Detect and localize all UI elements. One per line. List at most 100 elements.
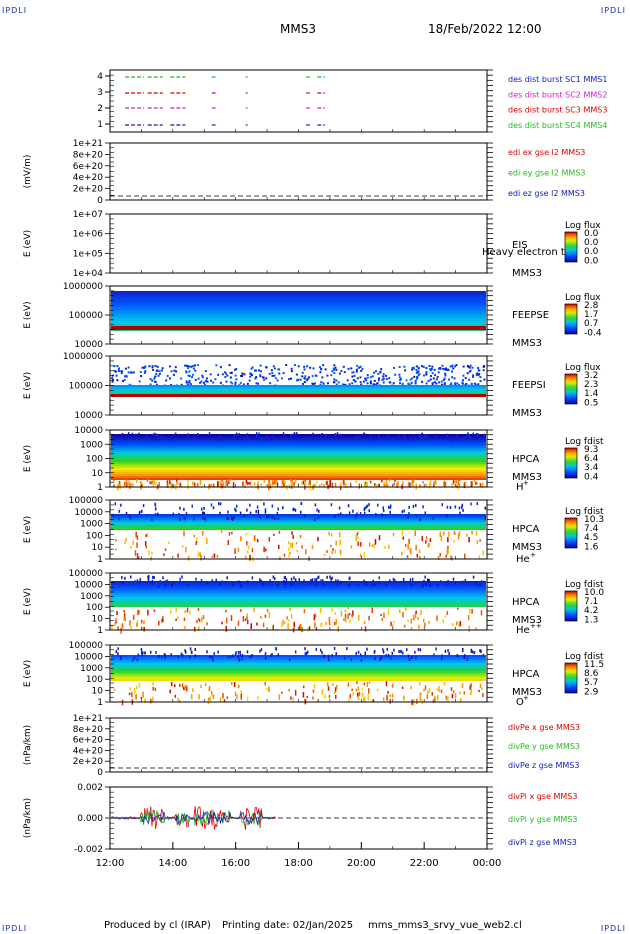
y-tick-label: 6e+20: [73, 162, 104, 172]
legend-entry: edi ex gse l2 MMS3: [508, 148, 585, 157]
y-tick-label: 2e+20: [73, 185, 104, 195]
legend-entry: des dist burst SC3 MMS3: [508, 106, 607, 115]
y-tick-label: 1e+06: [73, 230, 104, 240]
spectrogram-hpca-he2: [111, 575, 486, 634]
instrument-label: HPCA: [512, 669, 540, 680]
colorbar: [564, 662, 578, 694]
colorbar: [564, 517, 578, 549]
y-tick-label: 100: [86, 603, 103, 613]
y-tick-label: 10000: [74, 426, 103, 436]
legend-entry: des dist burst SC2 MMS2: [508, 90, 607, 99]
y-axis-label: E (eV): [23, 660, 33, 687]
colorbar-title: Log fdist: [565, 437, 604, 447]
instrument-label: HPCA: [512, 524, 540, 535]
spectrogram-hpca-he1: [111, 502, 487, 562]
colorbar-tick-label: 3.4: [584, 463, 599, 473]
multi-panel-chart: 1 2 3 4 des dist burst SC1 MMS1 des dist burs…: [23, 69, 607, 869]
colorbar-title: Log fdist: [565, 507, 604, 517]
y-tick-label: 6e+20: [73, 736, 104, 746]
colorbar-title: Log flux: [565, 363, 601, 373]
y-tick-label: 0: [97, 196, 103, 206]
y-tick-label: 1: [97, 698, 103, 708]
colorbar: [564, 231, 578, 263]
y-tick-label: 1: [97, 120, 103, 130]
y-tick-label: 100000: [69, 569, 104, 579]
spectrogram-feepsi: [111, 364, 486, 397]
y-tick-label: 0: [97, 768, 103, 778]
y-tick-label: 10000: [74, 340, 103, 350]
spacecraft-label: MMS3: [512, 268, 542, 279]
y-tick-label: 1e+21: [73, 714, 103, 724]
y-tick-label: 100: [86, 455, 103, 465]
footer-script-name: mms_mms3_srvy_vue_web2.cl: [368, 920, 522, 931]
y-tick-label: 10: [92, 687, 104, 697]
corner-label-top-left: IPDLI: [2, 6, 28, 15]
colorbar-tick-label: 9.3: [584, 445, 598, 455]
spacecraft-label: MMS3: [512, 542, 542, 553]
spectrogram-hpca-o: [111, 647, 486, 706]
y-tick-label: 1000: [80, 664, 103, 674]
y-tick-label: -0.002: [74, 845, 103, 855]
y-tick-label: 1000000: [63, 282, 103, 292]
colorbar-title: Log flux: [565, 293, 601, 303]
spectrogram-hpca-h: [111, 432, 486, 491]
y-axis-label: E (eV): [23, 516, 33, 543]
colorbar: [564, 373, 578, 405]
panel-frame-edi: [109, 142, 488, 201]
y-tick-label: 4: [97, 72, 103, 82]
y-tick-label: 100: [86, 531, 103, 541]
panel-frame-eis: [109, 213, 488, 274]
legend-entry: divPe y gse MMS3: [508, 742, 580, 751]
corner-label-top-right: IPDLI: [600, 6, 626, 15]
instrument-label: HPCA: [512, 597, 540, 608]
legend-entry: divPi z gse MMS3: [508, 838, 577, 847]
instrument-label: FEEPSI: [512, 380, 546, 391]
y-tick-label: 4e+20: [73, 746, 104, 756]
species-label: O: [516, 697, 524, 708]
y-tick-label: 1e+05: [73, 249, 103, 259]
corner-label-bottom-left: IPDLI: [2, 924, 28, 933]
legend-entry: des dist burst SC1 MMS1: [508, 75, 607, 84]
colorbar-tick-label: 1.6: [584, 542, 599, 552]
corner-label-bottom-right: IPDLI: [600, 924, 626, 933]
y-tick-label: 8e+20: [73, 150, 104, 160]
colorbar-tick-label: 5.7: [584, 678, 598, 688]
x-tick-label: 18:00: [284, 858, 313, 869]
colorbar-tick-label: 10.3: [584, 515, 604, 525]
colorbar-tick-label: 0.7: [584, 319, 598, 329]
legend-entry: divPi x gse MMS3: [508, 792, 577, 801]
legend-entry: edi ez gse l2 MMS3: [508, 189, 585, 198]
colorbar-tick-label: 0.0: [584, 238, 599, 248]
y-axis-label: E (eV): [23, 372, 33, 399]
y-tick-label: 2: [97, 104, 103, 114]
y-tick-label: 1000: [80, 440, 103, 450]
y-tick-label: 1000000: [63, 352, 103, 362]
instrument-label: HPCA: [512, 454, 540, 465]
y-axis-label: (nPa/km): [23, 725, 33, 765]
colorbar-tick-label: 1.3: [584, 615, 598, 625]
y-tick-label: 0.000: [77, 814, 103, 824]
colorbar-tick-label: 0.0: [584, 247, 599, 257]
species-charge-label: +: [523, 694, 529, 702]
legend-entry: edi ey gse l2 MMS3: [508, 169, 586, 178]
colorbar: [564, 303, 578, 335]
panel-frame-divpe: [109, 717, 488, 773]
colorbar-tick-label: 0.4: [584, 472, 599, 482]
spacecraft-label: MMS3: [512, 615, 542, 626]
legend-entry: divPe x gse MMS3: [508, 723, 580, 732]
y-tick-label: 1000: [80, 520, 103, 530]
y-tick-label: 10: [92, 615, 104, 625]
divpi-series-line: [109, 810, 276, 825]
spacecraft-label: MMS3: [512, 687, 542, 698]
colorbar-title: Log fdist: [565, 652, 604, 662]
instrument-label: EIS: [512, 240, 528, 251]
colorbar-tick-label: 1.7: [584, 310, 598, 320]
colorbar: [564, 590, 578, 622]
colorbar-title: Log fdist: [565, 580, 604, 590]
y-tick-label: 0.002: [77, 783, 103, 793]
species-label: He: [516, 625, 530, 636]
colorbar-tick-label: 2.8: [584, 301, 599, 311]
colorbar-tick-label: 10.0: [584, 588, 604, 598]
legend-entry: divPi y gse MMS3: [508, 815, 577, 824]
y-axis-label: E (eV): [23, 301, 33, 328]
